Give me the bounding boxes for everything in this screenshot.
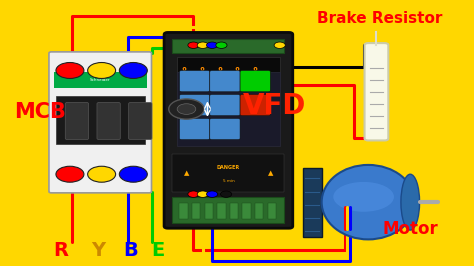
Bar bbox=[205, 203, 213, 219]
Ellipse shape bbox=[322, 165, 415, 239]
FancyBboxPatch shape bbox=[97, 102, 120, 140]
Circle shape bbox=[207, 42, 218, 48]
Text: VFD: VFD bbox=[242, 92, 306, 120]
FancyBboxPatch shape bbox=[180, 94, 210, 116]
Circle shape bbox=[177, 104, 196, 114]
Circle shape bbox=[119, 63, 147, 78]
Circle shape bbox=[220, 191, 232, 197]
FancyBboxPatch shape bbox=[49, 52, 152, 193]
Circle shape bbox=[207, 191, 218, 197]
Bar bbox=[255, 203, 264, 219]
Circle shape bbox=[56, 166, 84, 182]
Bar bbox=[192, 203, 201, 219]
Text: ▲: ▲ bbox=[268, 170, 273, 176]
Text: 8: 8 bbox=[200, 67, 204, 76]
Circle shape bbox=[169, 99, 204, 119]
Bar bbox=[177, 57, 280, 86]
Bar bbox=[177, 72, 280, 146]
Text: 8: 8 bbox=[253, 67, 257, 76]
Text: ▲: ▲ bbox=[184, 170, 189, 176]
Ellipse shape bbox=[333, 182, 394, 212]
FancyBboxPatch shape bbox=[240, 94, 270, 116]
Bar bbox=[268, 203, 276, 219]
Text: CB: CB bbox=[65, 176, 72, 181]
Bar bbox=[173, 39, 284, 53]
Text: 8: 8 bbox=[235, 67, 240, 76]
FancyBboxPatch shape bbox=[164, 32, 293, 228]
Text: E: E bbox=[152, 240, 165, 260]
FancyBboxPatch shape bbox=[128, 102, 152, 140]
Text: B: B bbox=[124, 240, 138, 260]
FancyBboxPatch shape bbox=[210, 118, 240, 140]
Text: 8: 8 bbox=[182, 67, 187, 76]
Circle shape bbox=[274, 42, 285, 48]
FancyBboxPatch shape bbox=[210, 70, 240, 92]
Circle shape bbox=[88, 63, 116, 78]
Bar bbox=[242, 203, 251, 219]
Text: Schneider: Schneider bbox=[90, 78, 110, 82]
Circle shape bbox=[119, 166, 147, 182]
FancyBboxPatch shape bbox=[365, 43, 388, 140]
Circle shape bbox=[88, 166, 116, 182]
Bar bbox=[230, 203, 238, 219]
FancyBboxPatch shape bbox=[210, 94, 240, 116]
Bar bbox=[56, 96, 145, 144]
FancyBboxPatch shape bbox=[240, 70, 270, 92]
Circle shape bbox=[197, 191, 209, 197]
Bar bbox=[173, 197, 284, 223]
Text: DANGER: DANGER bbox=[217, 165, 240, 170]
FancyBboxPatch shape bbox=[65, 102, 89, 140]
Circle shape bbox=[188, 42, 199, 48]
Text: MCB: MCB bbox=[14, 102, 66, 122]
Bar bbox=[173, 154, 284, 192]
Text: Y: Y bbox=[91, 240, 105, 260]
Text: Brake Resistor: Brake Resistor bbox=[317, 11, 442, 26]
Text: 5 min: 5 min bbox=[223, 179, 234, 183]
Circle shape bbox=[188, 191, 199, 197]
Text: 8: 8 bbox=[217, 67, 222, 76]
Bar bbox=[217, 203, 226, 219]
FancyBboxPatch shape bbox=[180, 70, 210, 92]
Bar bbox=[180, 203, 188, 219]
Circle shape bbox=[56, 63, 84, 78]
Text: Motor: Motor bbox=[382, 220, 438, 238]
Bar bbox=[303, 168, 322, 237]
Circle shape bbox=[197, 42, 209, 48]
Circle shape bbox=[216, 42, 227, 48]
FancyBboxPatch shape bbox=[180, 118, 210, 140]
Text: R: R bbox=[54, 240, 69, 260]
Ellipse shape bbox=[401, 174, 419, 230]
Bar bbox=[54, 72, 147, 88]
